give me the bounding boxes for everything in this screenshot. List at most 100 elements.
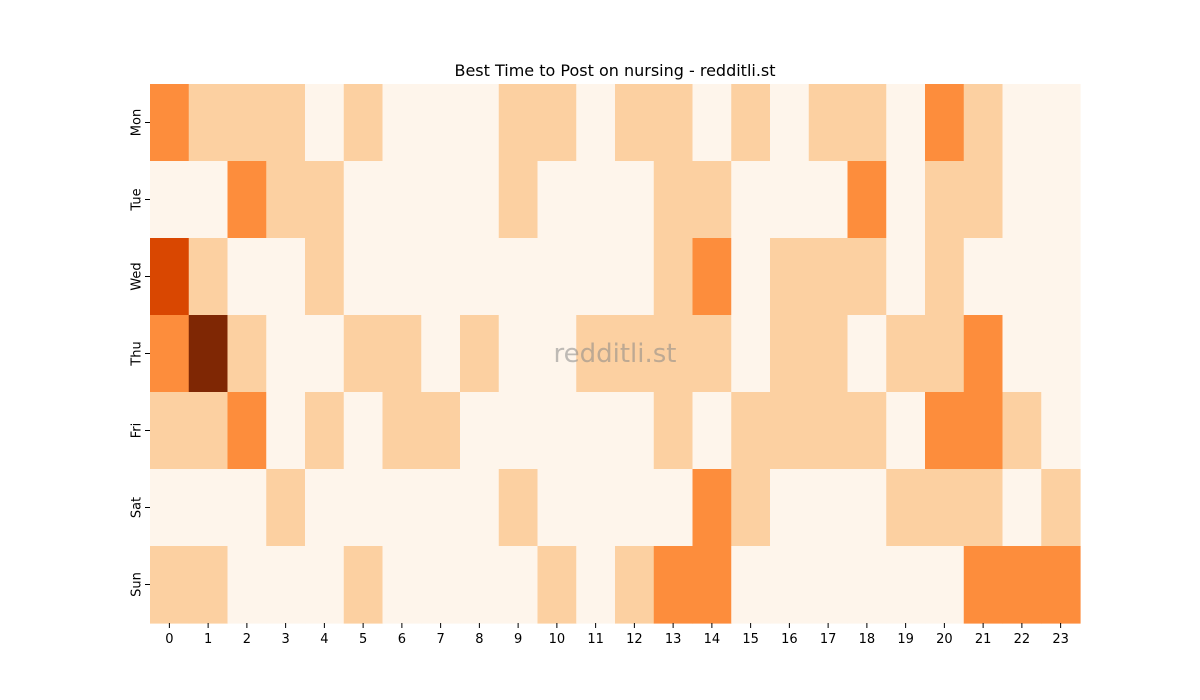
heatmap-cell-wed-22 xyxy=(1002,238,1042,316)
x-tick-label-21: 21 xyxy=(975,632,992,647)
x-tick-label-16: 16 xyxy=(781,632,798,647)
heatmap-cell-sun-4 xyxy=(305,546,345,624)
x-tick-label-1: 1 xyxy=(204,632,212,647)
heatmap-cell-tue-9 xyxy=(498,161,539,239)
heatmap-cell-thu-22 xyxy=(1002,315,1042,393)
heatmap-cell-thu-4 xyxy=(305,315,345,393)
heatmap-cell-wed-1 xyxy=(188,238,229,316)
heatmap-cell-mon-23 xyxy=(1041,84,1081,162)
heatmap-cell-sun-6 xyxy=(382,546,422,624)
heatmap-cell-wed-17 xyxy=(808,238,849,316)
heatmap-cells xyxy=(150,84,1081,624)
heatmap-cell-tue-14 xyxy=(692,161,732,239)
heatmap-cell-thu-7 xyxy=(421,315,461,393)
heatmap-cell-mon-18 xyxy=(847,84,887,162)
heatmap-cell-fri-5 xyxy=(343,392,384,470)
heatmap-cell-sat-21 xyxy=(963,469,1004,547)
heatmap-cell-tue-18 xyxy=(847,161,887,239)
heatmap-cell-wed-8 xyxy=(460,238,500,316)
heatmap-cell-sat-11 xyxy=(576,469,616,547)
heatmap-cell-mon-22 xyxy=(1002,84,1042,162)
heatmap-cell-mon-5 xyxy=(343,84,384,162)
heatmap-cell-sun-21 xyxy=(963,546,1004,624)
heatmap-cell-sat-15 xyxy=(731,469,771,547)
heatmap-cell-sun-14 xyxy=(692,546,732,624)
x-tick-label-20: 20 xyxy=(936,632,953,647)
heatmap-cell-fri-12 xyxy=(615,392,655,470)
heatmap-cell-thu-19 xyxy=(886,315,926,393)
heatmap-cell-sun-15 xyxy=(731,546,771,624)
heatmap-cell-fri-4 xyxy=(305,392,345,470)
heatmap-cell-sun-16 xyxy=(770,546,810,624)
heatmap-cell-sat-19 xyxy=(886,469,926,547)
heatmap-cell-sun-17 xyxy=(808,546,849,624)
heatmap-cell-sun-3 xyxy=(266,546,306,624)
heatmap-cell-tue-2 xyxy=(227,161,267,239)
heatmap-cell-sat-8 xyxy=(460,469,500,547)
heatmap-cell-mon-13 xyxy=(653,84,694,162)
heatmap-cell-tue-3 xyxy=(266,161,306,239)
heatmap-cell-mon-2 xyxy=(227,84,267,162)
heatmap-cell-sat-2 xyxy=(227,469,267,547)
heatmap-cell-mon-6 xyxy=(382,84,422,162)
x-tick-label-17: 17 xyxy=(820,632,837,647)
heatmap-cell-fri-22 xyxy=(1002,392,1042,470)
heatmap-cell-wed-20 xyxy=(925,238,965,316)
heatmap-cell-thu-0 xyxy=(150,315,190,393)
y-tick-label-mon: Mon xyxy=(130,109,145,136)
heatmap-cell-thu-21 xyxy=(963,315,1004,393)
x-tick-label-3: 3 xyxy=(281,632,289,647)
heatmap-cell-tue-5 xyxy=(343,161,384,239)
heatmap-cell-tue-19 xyxy=(886,161,926,239)
heatmap-cell-tue-17 xyxy=(808,161,849,239)
heatmap-cell-tue-7 xyxy=(421,161,461,239)
heatmap-cell-sat-7 xyxy=(421,469,461,547)
heatmap-cell-fri-1 xyxy=(188,392,229,470)
x-tick-label-18: 18 xyxy=(859,632,876,647)
heatmap-cell-sun-20 xyxy=(925,546,965,624)
heatmap-cell-sat-10 xyxy=(537,469,577,547)
heatmap-cell-wed-3 xyxy=(266,238,306,316)
heatmap-cell-sat-1 xyxy=(188,469,229,547)
heatmap-cell-thu-18 xyxy=(847,315,887,393)
heatmap-cell-mon-14 xyxy=(692,84,732,162)
heatmap-cell-sat-5 xyxy=(343,469,384,547)
heatmap-cell-thu-15 xyxy=(731,315,771,393)
heatmap-cell-thu-12 xyxy=(615,315,655,393)
heatmap-cell-mon-19 xyxy=(886,84,926,162)
heatmap-cell-tue-21 xyxy=(963,161,1004,239)
chart-title: Best Time to Post on nursing - redditli.… xyxy=(454,61,775,80)
heatmap-cell-sat-14 xyxy=(692,469,732,547)
x-tick-label-10: 10 xyxy=(549,632,566,647)
heatmap-cell-sat-22 xyxy=(1002,469,1042,547)
heatmap-cell-mon-8 xyxy=(460,84,500,162)
heatmap-cell-thu-6 xyxy=(382,315,422,393)
y-axis: Mon Tue Wed Thu Fri Sat Sun xyxy=(130,109,150,597)
heatmap-cell-sun-22 xyxy=(1002,546,1042,624)
heatmap-cell-sun-18 xyxy=(847,546,887,624)
x-axis: 0 1 2 3 4 5 6 7 8 9 10 11 12 13 14 15 16 17 18 19 20 21 22 23 xyxy=(165,623,1069,647)
x-tick-label-0: 0 xyxy=(165,632,173,647)
heatmap-cell-sun-0 xyxy=(150,546,190,624)
x-tick-label-2: 2 xyxy=(243,632,251,647)
heatmap-cell-sun-9 xyxy=(498,546,539,624)
heatmap-cell-sat-20 xyxy=(925,469,965,547)
x-tick-label-6: 6 xyxy=(398,632,406,647)
y-tick-label-sat: Sat xyxy=(130,497,145,518)
heatmap-cell-fri-20 xyxy=(925,392,965,470)
heatmap-cell-thu-8 xyxy=(460,315,500,393)
heatmap-cell-fri-9 xyxy=(498,392,539,470)
heatmap-cell-wed-19 xyxy=(886,238,926,316)
heatmap-cell-wed-10 xyxy=(537,238,577,316)
heatmap-cell-sat-3 xyxy=(266,469,306,547)
heatmap-cell-mon-15 xyxy=(731,84,771,162)
heatmap-cell-thu-13 xyxy=(653,315,694,393)
heatmap-cell-wed-6 xyxy=(382,238,422,316)
heatmap-cell-tue-8 xyxy=(460,161,500,239)
heatmap-cell-wed-7 xyxy=(421,238,461,316)
heatmap-cell-fri-8 xyxy=(460,392,500,470)
heatmap-cell-mon-21 xyxy=(963,84,1004,162)
x-tick-label-13: 13 xyxy=(665,632,682,647)
x-tick-label-11: 11 xyxy=(587,632,604,647)
heatmap-cell-fri-15 xyxy=(731,392,771,470)
